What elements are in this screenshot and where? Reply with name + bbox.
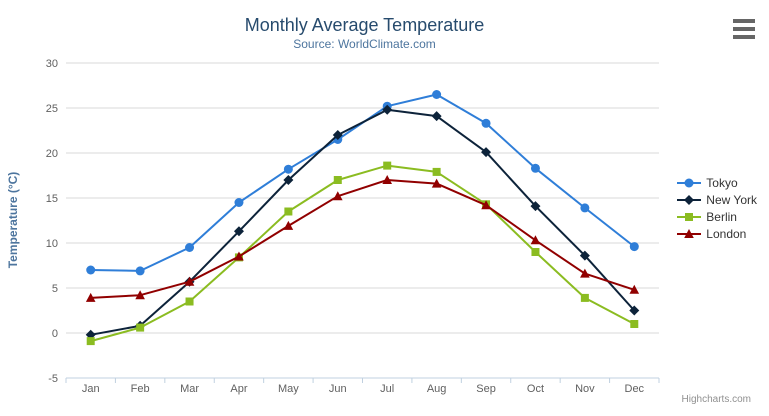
marker-berlin-feb[interactable] [136, 323, 145, 332]
y-axis-label-10: 10 [46, 238, 58, 250]
y-axis-label--5: -5 [48, 373, 58, 385]
y-axis-label-0: 0 [52, 328, 58, 340]
marker-berlin-oct[interactable] [531, 248, 540, 256]
legend-label-tokyo: Tokyo [706, 175, 738, 190]
x-axis-label-apr: Apr [230, 383, 247, 395]
x-axis-label-mar: Mar [180, 383, 199, 395]
marker-berlin-may[interactable] [284, 207, 293, 216]
legend-marker-london[interactable] [684, 228, 695, 238]
marker-london-jun[interactable] [332, 191, 343, 201]
marker-tokyo-mar[interactable] [185, 243, 195, 252]
legend: Tokyo New York Berlin London [677, 174, 757, 242]
series-line-tokyo[interactable] [89, 93, 636, 272]
marker-london-dec[interactable] [629, 284, 640, 294]
legend-label-london: London [706, 226, 747, 241]
legend-marker-tokyo[interactable] [684, 178, 694, 187]
marker-berlin-jul[interactable] [383, 161, 392, 170]
marker-london-jan[interactable] [85, 292, 96, 302]
hamburger-icon [733, 35, 755, 39]
legend-marker-new-york[interactable] [684, 194, 695, 205]
marker-berlin-aug[interactable] [432, 167, 441, 176]
chart-subtitle: Source: WorldClimate.com [293, 37, 436, 51]
marker-new-york-jun[interactable] [332, 130, 343, 140]
marker-new-york-aug[interactable] [431, 111, 442, 122]
x-axis-label-may: May [278, 383, 299, 395]
legend-symbol-berlin-icon [677, 212, 702, 221]
marker-london-feb[interactable] [135, 290, 145, 300]
marker-new-york-dec[interactable] [629, 305, 640, 316]
x-axis-label-oct: Oct [527, 383, 544, 395]
x-axis-label-feb: Feb [131, 383, 150, 395]
marker-tokyo-aug[interactable] [432, 90, 442, 99]
marker-london-may[interactable] [283, 220, 294, 230]
legend-item-berlin[interactable]: Berlin [677, 208, 757, 225]
series-line-new-york[interactable] [89, 108, 636, 336]
y-axis-label-25: 25 [46, 103, 58, 115]
marker-new-york-apr[interactable] [233, 226, 244, 237]
marker-tokyo-dec[interactable] [629, 242, 639, 252]
marker-berlin-dec[interactable] [630, 320, 639, 328]
marker-berlin-jan[interactable] [86, 337, 95, 346]
x-axis-label-jun: Jun [329, 383, 347, 395]
marker-new-york-oct[interactable] [530, 201, 541, 212]
x-axis-label-sep: Sep [476, 383, 496, 395]
marker-berlin-nov[interactable] [580, 293, 589, 302]
marker-tokyo-may[interactable] [283, 164, 293, 174]
x-axis-label-aug: Aug [427, 383, 447, 395]
y-axis-label-15: 15 [46, 193, 58, 205]
marker-tokyo-oct[interactable] [530, 163, 540, 173]
legend-label-new-york: New York [706, 192, 757, 207]
context-menu-button[interactable] [733, 19, 757, 39]
hamburger-icon [733, 27, 755, 31]
hamburger-icon [733, 19, 755, 23]
y-axis-label-30: 30 [46, 58, 58, 70]
marker-tokyo-feb[interactable] [135, 266, 145, 276]
marker-berlin-jun[interactable] [333, 176, 342, 184]
legend-marker-berlin[interactable] [685, 212, 694, 221]
marker-tokyo-jan[interactable] [86, 265, 96, 275]
x-axis-label-jan: Jan [82, 383, 100, 395]
marker-berlin-mar[interactable] [185, 297, 194, 306]
series-line-london[interactable] [89, 179, 636, 299]
marker-new-york-may[interactable] [283, 175, 294, 185]
marker-london-oct[interactable] [530, 235, 541, 245]
marker-tokyo-nov[interactable] [580, 203, 590, 213]
marker-new-york-sep[interactable] [481, 147, 492, 158]
legend-item-london[interactable]: London [677, 225, 757, 242]
legend-symbol-tokyo-icon [677, 178, 702, 187]
legend-label-berlin: Berlin [706, 209, 737, 224]
marker-tokyo-apr[interactable] [234, 198, 244, 207]
y-axis-label-20: 20 [46, 148, 58, 160]
y-axis-label-5: 5 [52, 283, 58, 295]
marker-london-sep[interactable] [481, 200, 491, 210]
legend-item-tokyo[interactable]: Tokyo [677, 174, 757, 191]
credits-link[interactable]: Highcharts.com [681, 394, 751, 405]
x-axis-label-dec: Dec [625, 383, 645, 395]
series-line-berlin[interactable] [89, 164, 636, 343]
marker-london-jul[interactable] [382, 175, 393, 184]
marker-new-york-jul[interactable] [382, 104, 393, 115]
marker-london-nov[interactable] [580, 268, 590, 278]
marker-london-mar[interactable] [184, 276, 195, 286]
legend-symbol-new-york-icon [677, 194, 702, 205]
x-axis-label-nov: Nov [575, 383, 595, 395]
marker-london-apr[interactable] [234, 251, 244, 261]
legend-symbol-london-icon [677, 228, 702, 238]
marker-tokyo-sep[interactable] [481, 118, 491, 128]
legend-item-new-york[interactable]: New York [677, 191, 757, 208]
chart-title: Monthly Average Temperature [244, 15, 485, 35]
x-axis-label-jul: Jul [380, 383, 394, 395]
marker-new-york-nov[interactable] [579, 250, 590, 261]
marker-london-aug[interactable] [431, 178, 442, 188]
